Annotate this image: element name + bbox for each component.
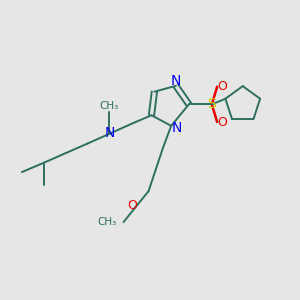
Text: O: O [218,80,227,93]
Text: CH₃: CH₃ [100,101,119,111]
Text: O: O [127,200,137,212]
Text: O: O [218,116,227,128]
Text: N: N [105,126,115,140]
Text: N: N [171,121,182,135]
Text: N: N [171,74,181,88]
Text: CH₃: CH₃ [98,217,117,227]
Text: S: S [208,98,216,111]
